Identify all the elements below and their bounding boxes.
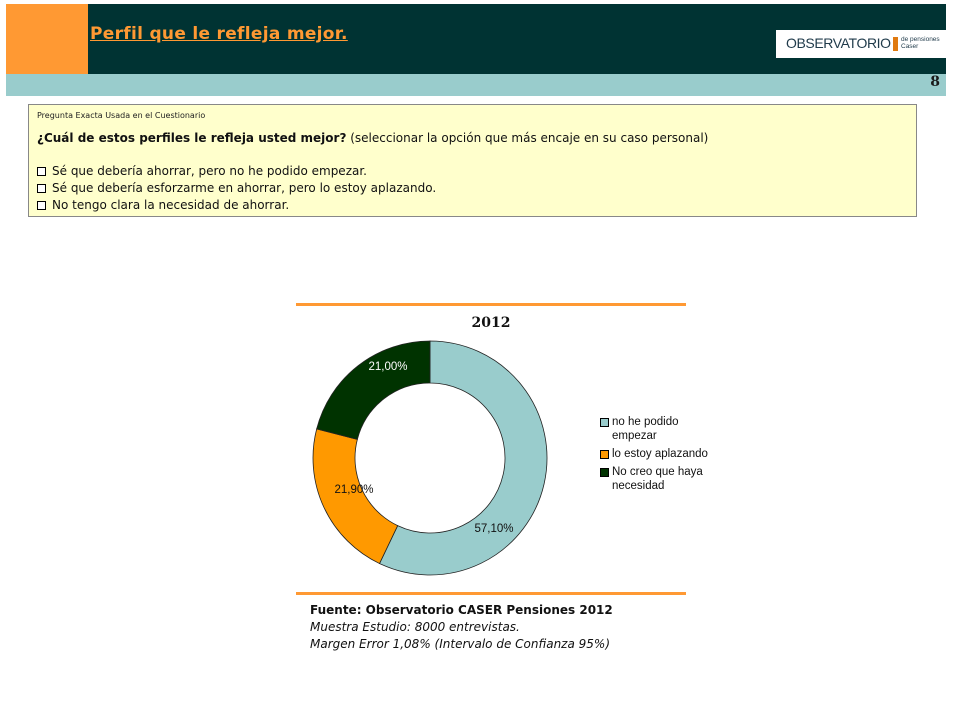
question-option: Sé que debería ahorrar, pero no he podid… (37, 164, 367, 178)
logo-mark-icon (893, 37, 898, 51)
checkbox-icon (37, 200, 46, 210)
donut-slice-label: 57,10% (474, 523, 513, 535)
logo-text: OBSERVATORIO (786, 35, 891, 51)
donut-slice (316, 340, 431, 440)
checkbox-icon (37, 183, 46, 193)
header-accent-block (6, 4, 88, 76)
question-text-bold: ¿Cuál de estos perfiles le refleja usted… (37, 131, 347, 145)
legend-label: lo estoy aplazando (612, 448, 708, 460)
legend-label: No creo que haya necesidad (612, 466, 703, 492)
source-sample: Muestra Estudio: 8000 entrevistas. (310, 620, 520, 634)
legend-label: no he podido empezar (612, 416, 679, 442)
donut-slice (378, 340, 548, 576)
question-option: Sé que debería esforzarme en ahorrar, pe… (37, 181, 436, 195)
logo-subtext: de pensiones Caser (901, 36, 940, 50)
donut-chart: 57,10% 21,90% 21,00% (312, 340, 548, 576)
legend-swatch (600, 450, 609, 459)
source-block: Fuente: Observatorio CASER Pensiones 201… (310, 603, 613, 651)
chart-title: 2012 (471, 315, 511, 331)
page-number: 8 (930, 74, 940, 90)
legend-item: No creo que haya necesidad (600, 465, 720, 493)
legend-item: no he podido empezar (600, 415, 720, 443)
donut-slice-label: 21,00% (368, 361, 407, 373)
question-option: No tengo clara la necesidad de ahorrar. (37, 198, 289, 212)
source-margin: Margen Error 1,08% (Intervalo de Confian… (310, 637, 610, 651)
subheader-strip (6, 74, 946, 96)
question-text-rest: (seleccionar la opción que más encaje en… (346, 131, 709, 145)
legend-item: lo estoy aplazando (600, 447, 720, 461)
question-text: ¿Cuál de estos perfiles le refleja usted… (37, 131, 708, 145)
option-label: No tengo clara la necesidad de ahorrar. (52, 198, 290, 212)
logo-subtext-line2: Caser (901, 43, 919, 50)
option-label: Sé que debería esforzarme en ahorrar, pe… (52, 181, 437, 195)
checkbox-icon (37, 166, 46, 176)
option-label: Sé que debería ahorrar, pero no he podid… (52, 164, 367, 178)
donut-slice-label: 21,90% (334, 484, 373, 496)
chart-legend: no he podido empezar lo estoy aplazando … (600, 415, 720, 497)
source-title: Fuente: Observatorio CASER Pensiones 201… (310, 603, 613, 617)
chart-top-rule (296, 303, 686, 306)
question-box: Pregunta Exacta Usada en el Cuestionario… (28, 104, 917, 217)
page-title: Perfil que le refleja mejor. (90, 24, 348, 44)
logo-subtext-line1: de pensiones (901, 36, 940, 43)
donut-slice (312, 428, 399, 565)
legend-swatch (600, 418, 609, 427)
chart-bottom-rule (296, 592, 686, 595)
legend-swatch (600, 468, 609, 477)
observatorio-logo: OBSERVATORIO de pensiones Caser (776, 30, 947, 58)
question-caption: Pregunta Exacta Usada en el Cuestionario (37, 111, 206, 120)
